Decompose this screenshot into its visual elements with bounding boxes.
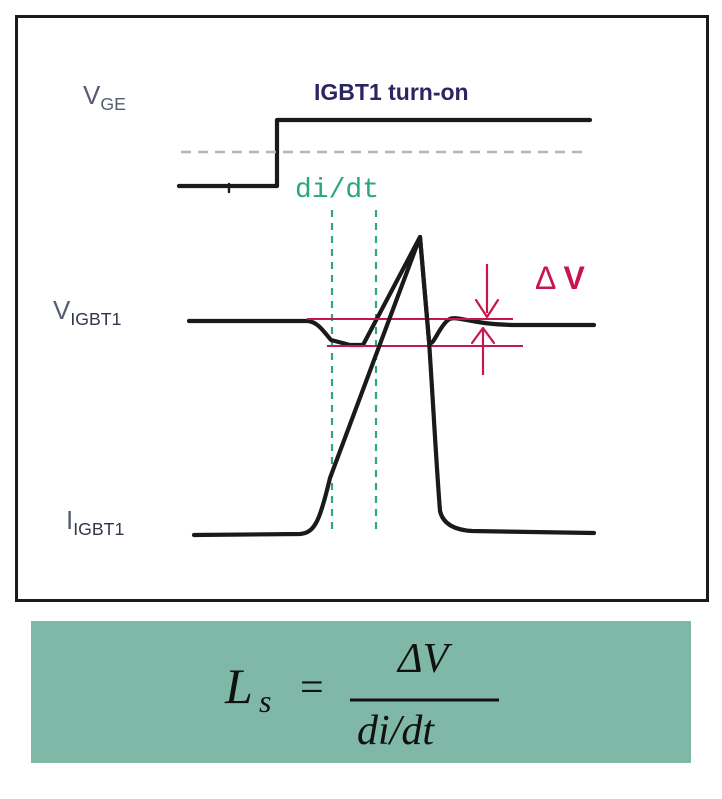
svg-text:L: L xyxy=(224,658,253,714)
svg-text:di/dt: di/dt xyxy=(357,708,435,754)
svg-text:ΔV: ΔV xyxy=(396,636,453,682)
svg-text:=: = xyxy=(300,665,324,711)
svg-text:s: s xyxy=(259,683,271,719)
